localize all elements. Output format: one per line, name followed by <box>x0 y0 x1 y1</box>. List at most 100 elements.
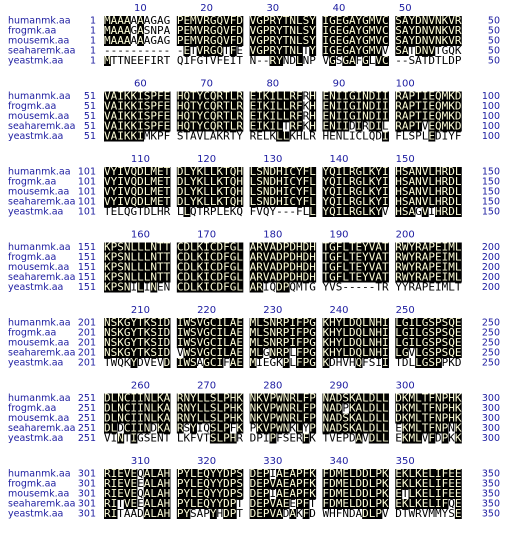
identity-shade <box>256 46 264 56</box>
identity-shade <box>289 262 297 273</box>
identity-shade <box>190 282 197 293</box>
identity-shade <box>362 318 370 328</box>
end-number: 150 <box>482 207 500 218</box>
identity-shade <box>190 499 197 509</box>
identity-shade <box>322 272 330 283</box>
identity-shade <box>203 177 211 187</box>
identity-shade <box>276 272 284 283</box>
end-number: 100 <box>482 101 500 112</box>
identity-shade <box>421 167 429 177</box>
identity-shade <box>428 252 436 263</box>
identity-shade <box>348 207 356 217</box>
identity-shade <box>329 16 336 26</box>
identity-shade <box>143 469 151 479</box>
identity-shade <box>203 479 211 489</box>
identity-shade <box>329 111 336 122</box>
identity-shade <box>249 509 257 519</box>
identity-shade <box>441 328 449 338</box>
ruler-number: 350 <box>396 456 415 467</box>
identity-shade <box>262 413 270 424</box>
sequence: KPSNILINEN CDLKICDFGL ARIQDPQMTG YVS----… <box>104 281 462 294</box>
identity-shade <box>441 252 449 263</box>
identity-shade <box>130 489 138 499</box>
identity-shade <box>143 318 151 328</box>
identity-shade <box>322 262 330 273</box>
identity-shade <box>302 433 310 444</box>
identity-shade <box>322 413 330 424</box>
identity-shade <box>355 242 363 253</box>
identity-shade <box>117 272 125 283</box>
end-number: 250 <box>482 318 500 329</box>
identity-shade <box>448 91 456 102</box>
identity-shade <box>342 91 350 102</box>
identity-shade <box>156 348 164 358</box>
identity-shade <box>329 46 336 56</box>
identity-shade <box>322 489 330 499</box>
identity-shade <box>295 358 303 368</box>
identity-shade <box>335 197 343 207</box>
identity-shade <box>428 328 436 338</box>
ruler-number: 50 <box>399 3 412 14</box>
end-number: 100 <box>482 131 500 142</box>
identity-shade <box>269 121 277 132</box>
identity-shade <box>104 469 111 479</box>
identity-shade <box>249 101 257 112</box>
identity-shade <box>143 509 151 519</box>
identity-shade <box>375 26 383 36</box>
identity-shade <box>289 328 297 338</box>
identity-shade <box>448 413 456 424</box>
identity-shade <box>335 348 343 358</box>
identity-shade <box>401 101 409 112</box>
identity-shade <box>408 413 416 424</box>
identity-shade <box>289 469 297 479</box>
identity-shade <box>441 207 449 217</box>
identity-shade <box>368 207 376 217</box>
identity-shade <box>223 338 231 348</box>
identity-shade <box>415 479 423 489</box>
identity-shade <box>176 167 184 177</box>
identity-shade <box>176 328 184 338</box>
identity-shade <box>256 469 264 479</box>
identity-shade <box>408 91 416 102</box>
identity-shade <box>216 252 224 263</box>
identity-shade <box>441 101 449 112</box>
identity-shade <box>249 282 257 293</box>
identity-shade <box>335 489 343 499</box>
identity-shade <box>229 393 237 404</box>
identity-shade <box>408 423 416 434</box>
identity-shade <box>110 262 118 273</box>
identity-shade <box>355 252 363 263</box>
identity-shade <box>309 111 317 122</box>
identity-shade <box>209 16 217 26</box>
identity-shade <box>203 46 211 56</box>
identity-shade <box>401 262 409 273</box>
identity-shade <box>435 262 442 273</box>
identity-shade <box>421 469 429 479</box>
identity-shade <box>269 393 277 404</box>
identity-shade <box>150 177 158 187</box>
identity-shade <box>104 348 111 358</box>
identity-shade <box>415 499 423 509</box>
identity-shade <box>368 187 376 197</box>
identity-shade <box>110 318 118 328</box>
identity-shade <box>289 272 297 283</box>
sequence: VINTIGSENT LKFVTSLPHR DPIPFSERFK TVEPDAV… <box>104 432 462 445</box>
sequence-name: frogmk.aa <box>8 101 56 112</box>
identity-shade <box>216 469 224 479</box>
identity-shade <box>395 91 403 102</box>
identity-shade <box>435 252 442 263</box>
identity-shade <box>435 499 442 509</box>
sequence-name: frogmk.aa <box>8 328 56 339</box>
identity-shade <box>150 328 158 338</box>
identity-shade <box>362 36 370 46</box>
identity-shade <box>130 197 138 207</box>
identity-shade <box>117 167 125 177</box>
identity-shade <box>110 167 118 177</box>
ruler-number: 170 <box>197 230 216 241</box>
identity-shade <box>203 393 211 404</box>
identity-shade <box>130 338 138 348</box>
sequence-name: mousemk.aa <box>8 489 69 500</box>
identity-shade <box>130 328 138 338</box>
identity-shade <box>190 252 197 263</box>
identity-shade <box>421 318 429 328</box>
